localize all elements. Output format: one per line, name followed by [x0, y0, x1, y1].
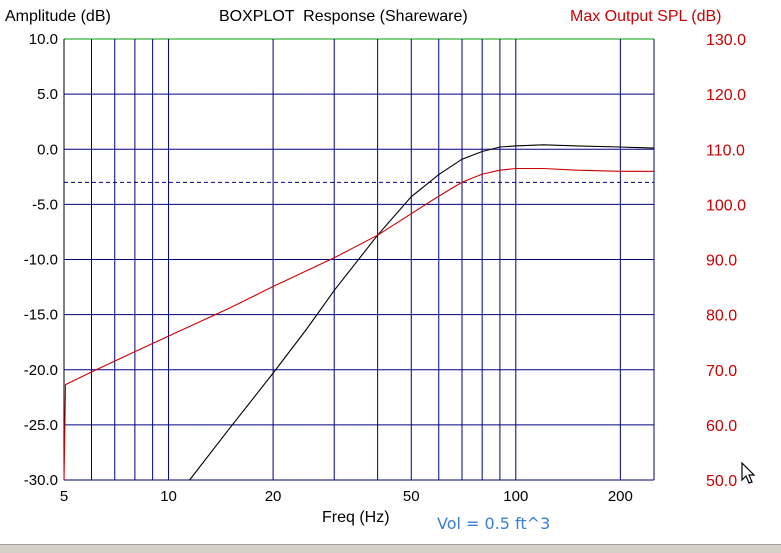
x-tick-label: 200: [608, 488, 633, 505]
y2-tick-label: 70.0: [706, 363, 737, 380]
x-tick-label: 5: [60, 488, 68, 505]
y-tick-label: 0.0: [37, 141, 58, 158]
y-tick-label: -25.0: [24, 417, 58, 434]
y2-tick-label: 100.0: [706, 197, 746, 214]
window-bottom-edge: [0, 544, 781, 553]
y-tick-label: -20.0: [24, 362, 58, 379]
y2-tick-label: 90.0: [706, 253, 737, 270]
y-tick-label: -5.0: [32, 196, 58, 213]
y-tick-label: -30.0: [24, 472, 58, 489]
mouse-pointer-icon: [741, 462, 756, 484]
right-axis-title: Max Output SPL (dB): [570, 8, 722, 25]
x-tick-label: 50: [403, 488, 420, 505]
x-axis-label: Freq (Hz): [322, 509, 390, 526]
y2-tick-label: 50.0: [706, 473, 737, 490]
y-tick-label: 10.0: [29, 31, 58, 48]
y2-tick-label: 120.0: [706, 87, 746, 104]
y-tick-label: -15.0: [24, 307, 58, 324]
amplitude-curve: [189, 144, 655, 481]
volume-note: Vol = 0.5 ft^3: [437, 514, 551, 533]
y2-tick-label: 130.0: [706, 32, 746, 49]
x-tick-label: 10: [160, 488, 177, 505]
y2-tick-label: 80.0: [706, 308, 737, 325]
chart-title: BOXPLOT Response (Shareware): [219, 8, 468, 25]
left-axis-title: Amplitude (dB): [5, 8, 111, 25]
y2-tick-label: 110.0: [706, 142, 745, 159]
x-tick-label: 100: [503, 488, 528, 505]
spl-curve: [63, 167, 654, 481]
x-tick-label: 20: [265, 488, 282, 505]
y2-tick-label: 60.0: [706, 418, 737, 435]
y-tick-label: -10.0: [24, 252, 58, 269]
y-tick-label: 5.0: [37, 86, 58, 103]
